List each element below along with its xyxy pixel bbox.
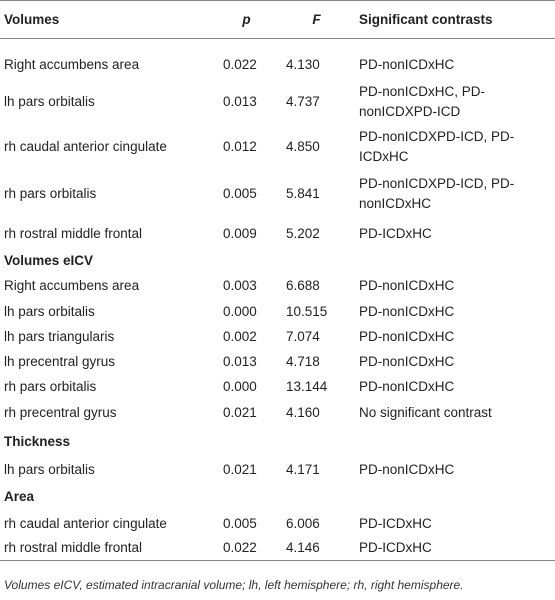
- contrast: PD-ICDxHC: [355, 536, 555, 561]
- table-body: Right accumbens area 0.022 4.130 PD-nonICDx…: [0, 39, 555, 561]
- p-value: 0.013: [223, 354, 257, 369]
- volume-name: rh precentral gyrus: [4, 405, 117, 420]
- contrast: PD-nonICDXPD-ICD, PD-ICDxHC: [359, 128, 515, 164]
- p-value: 0.005: [223, 185, 257, 201]
- p-value: 0.005: [223, 515, 257, 531]
- contrast: PD-nonICDxHC, PD-nonICDXPD-ICD: [359, 83, 486, 119]
- f-value: 13.144: [286, 379, 328, 394]
- volume-name: lh pars orbitalis: [4, 93, 95, 109]
- contrast: PD-nonICDXPD-ICD, PD-nonICDxHC: [359, 175, 515, 211]
- data-row: rh rostral middle frontal 0.022 4.146 PD-IC…: [0, 536, 555, 561]
- p-value: 0.000: [223, 379, 257, 394]
- volume-name: rh pars orbitalis: [4, 379, 97, 394]
- volume-name: rh caudal anterior cingulate: [4, 515, 167, 531]
- p-value: 0.021: [223, 405, 257, 420]
- volume-name: Right accumbens area: [4, 56, 140, 72]
- contrast: PD-nonICDxHC: [359, 277, 455, 293]
- contrast: PD-nonICDxHC: [359, 354, 455, 369]
- contrast: No significant contrast: [359, 405, 492, 420]
- data-row: lh pars orbitalis 0.021 4.171 PD-nonICDxHC: [0, 457, 555, 483]
- data-row: lh pars orbitalis 0.013 4.737 PD-nonICDxHC,…: [0, 79, 555, 125]
- section-label: Area: [4, 488, 35, 504]
- volume-name: lh pars orbitalis: [4, 461, 95, 477]
- p-value: 0.012: [223, 138, 257, 154]
- f-value: 5.202: [286, 225, 320, 241]
- header-row: Volumes p F Significant contrasts: [0, 0, 555, 39]
- volume-name: rh rostral middle frontal: [4, 225, 143, 241]
- volume-name: rh rostral middle frontal: [0, 536, 215, 561]
- volume-name: lh pars triangularis: [4, 329, 115, 344]
- column-header: F: [278, 0, 355, 39]
- contrast: PD-nonICDxHC: [359, 329, 455, 344]
- contrast: PD-nonICDxHC: [359, 303, 455, 319]
- f-value: 4.737: [286, 93, 320, 109]
- data-row: Right accumbens area 0.022 4.130 PD-nonICDx…: [0, 39, 555, 79]
- contrast: PD-nonICDxHC: [359, 379, 455, 394]
- f-value: 5.841: [286, 185, 320, 201]
- p-value: 0.013: [223, 93, 257, 109]
- column-header: Significant contrasts: [355, 0, 555, 39]
- data-row: rh pars orbitalis 0.005 5.841 PD-nonICDXPD-…: [0, 169, 555, 219]
- f-value: 4.171: [286, 461, 320, 477]
- data-row: rh rostral middle frontal 0.009 5.202 PD-IC…: [0, 219, 555, 249]
- section-row: Volumes eICV: [0, 249, 555, 273]
- f-value: 4.160: [286, 405, 320, 420]
- p-value: 0.003: [223, 277, 257, 293]
- data-row: Right accumbens area 0.003 6.688 PD-nonICDx…: [0, 273, 555, 299]
- data-row: lh pars triangularis 0.002 7.074 PD-nonICDx…: [0, 325, 555, 350]
- f-value: 10.515: [286, 303, 328, 319]
- p-value: 0.022: [223, 56, 257, 72]
- volume-name: Right accumbens area: [4, 277, 140, 293]
- column-header: Volumes: [0, 0, 215, 39]
- section-row: Thickness: [0, 427, 555, 457]
- volume-name: rh caudal anterior cingulate: [4, 138, 167, 154]
- f-value: 6.006: [286, 515, 320, 531]
- f-value: 7.074: [286, 329, 320, 344]
- p-value: 0.002: [223, 329, 257, 344]
- footnote: Volumes eICV, estimated intracranial vol…: [4, 578, 464, 592]
- volume-name: rh pars orbitalis: [4, 185, 97, 201]
- p-value: 0.022: [215, 536, 278, 561]
- p-value: 0.021: [223, 461, 257, 477]
- data-row: rh caudal anterior cingulate 0.005 6.006 PD…: [0, 511, 555, 537]
- data-row: lh precentral gyrus 0.013 4.718 PD-nonICDxH…: [0, 350, 555, 375]
- contrast: PD-nonICDxHC: [359, 461, 455, 477]
- column-header: p: [215, 0, 278, 39]
- section-row: Area: [0, 483, 555, 511]
- results-table: Volumes p F Significant contrasts Right acc…: [0, 0, 555, 561]
- contrast: PD-ICDxHC: [359, 515, 432, 531]
- data-row: rh caudal anterior cingulate 0.012 4.850 PD…: [0, 125, 555, 169]
- data-row: lh pars orbitalis 0.000 10.515 PD-nonICDxHC: [0, 299, 555, 325]
- p-value: 0.000: [223, 303, 257, 319]
- f-value: 4.850: [286, 138, 320, 154]
- data-row: rh precentral gyrus 0.021 4.160 No signific…: [0, 400, 555, 427]
- f-value: 6.688: [286, 277, 320, 293]
- p-value: 0.009: [223, 225, 257, 241]
- f-value: 4.718: [286, 354, 320, 369]
- section-label: Thickness: [4, 433, 71, 449]
- data-row: rh pars orbitalis 0.000 13.144 PD-nonICDxHC: [0, 375, 555, 400]
- f-value: 4.146: [278, 536, 355, 561]
- f-value: 4.130: [286, 56, 320, 72]
- contrast: PD-ICDxHC: [359, 225, 432, 241]
- contrast: PD-nonICDxHC: [359, 56, 455, 72]
- volume-name: lh pars orbitalis: [4, 303, 95, 319]
- section-label: Volumes eICV: [4, 252, 94, 268]
- volume-name: lh precentral gyrus: [4, 354, 116, 369]
